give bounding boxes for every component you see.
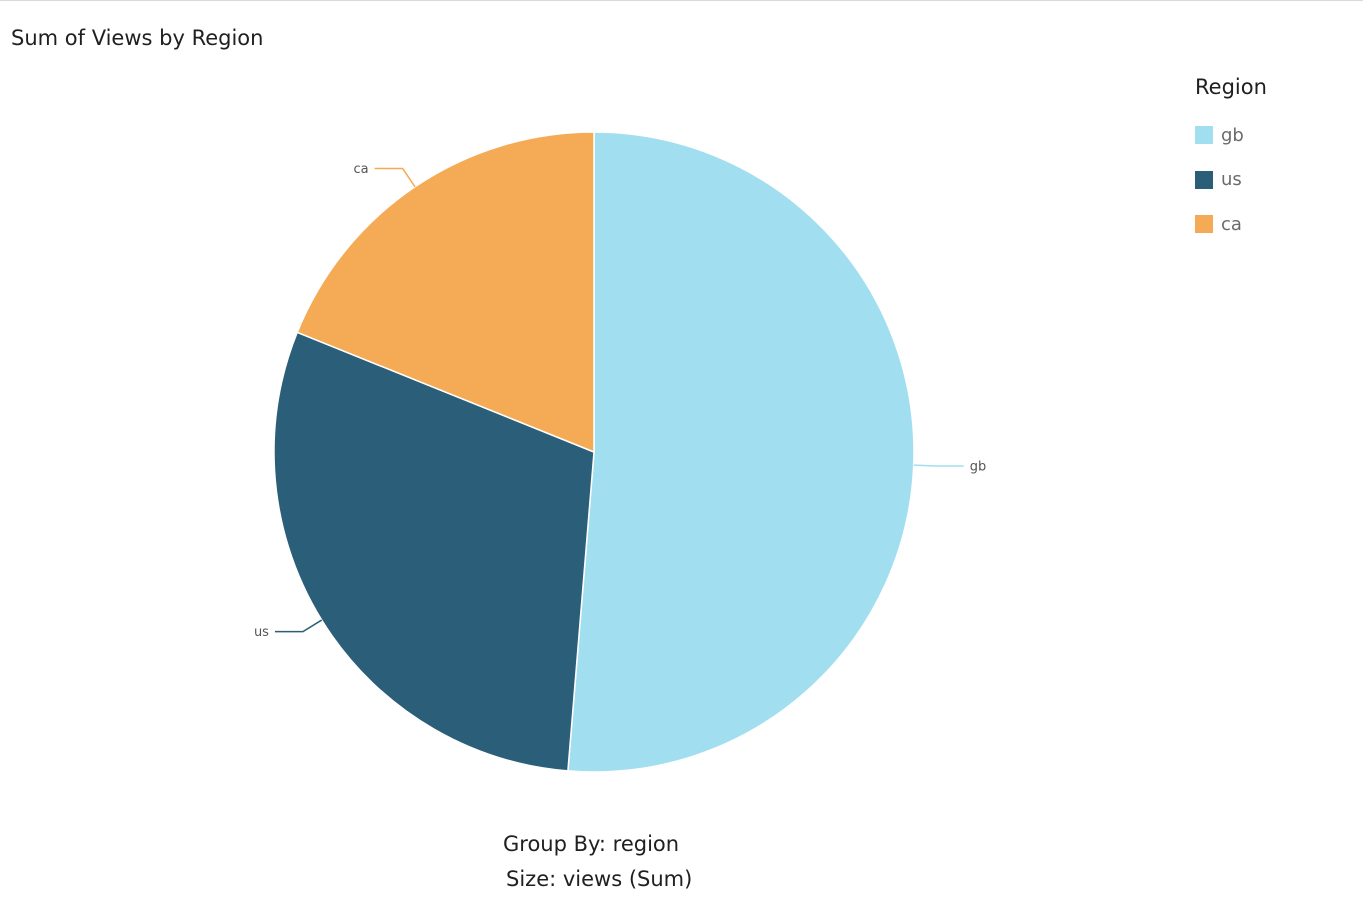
slice-label-gb: gb bbox=[970, 459, 987, 474]
legend-item-gb[interactable]: gb bbox=[1195, 124, 1355, 146]
chart-title: Sum of Views by Region bbox=[11, 26, 264, 50]
legend-swatch-gb bbox=[1195, 126, 1213, 144]
legend-label-ca: ca bbox=[1221, 213, 1242, 235]
pie-slice-ca[interactable] bbox=[296, 131, 595, 454]
leader-line-gb bbox=[913, 464, 964, 467]
pie-slice-us[interactable] bbox=[273, 331, 595, 772]
legend-item-ca[interactable]: ca bbox=[1195, 213, 1355, 235]
legend-label-us: us bbox=[1221, 169, 1242, 190]
leader-line-us bbox=[274, 619, 323, 633]
legend-item-us[interactable]: us bbox=[1195, 169, 1355, 190]
pie-slice-gb[interactable] bbox=[567, 131, 915, 773]
size-label: Size: views (Sum) bbox=[506, 867, 693, 891]
legend: Region gb us ca bbox=[1195, 75, 1355, 259]
legend-swatch-us bbox=[1195, 170, 1213, 189]
group-by-label: Group By: region bbox=[503, 832, 680, 856]
slice-label-us: us bbox=[254, 625, 269, 640]
legend-swatch-ca bbox=[1195, 215, 1213, 233]
leader-line-ca bbox=[374, 167, 416, 188]
legend-title: Region bbox=[1195, 75, 1267, 99]
top-divider bbox=[0, 0, 1363, 1]
legend-label-gb: gb bbox=[1221, 124, 1244, 146]
slice-label-ca: ca bbox=[354, 162, 369, 177]
